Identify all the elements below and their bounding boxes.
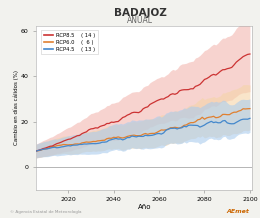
Text: BADAJOZ: BADAJOZ bbox=[114, 8, 167, 18]
Text: © Agencia Estatal de Meteorología: © Agencia Estatal de Meteorología bbox=[10, 209, 82, 214]
X-axis label: Año: Año bbox=[138, 204, 151, 210]
Text: AEmet: AEmet bbox=[227, 209, 250, 214]
Y-axis label: Cambio en días cálidos (%): Cambio en días cálidos (%) bbox=[14, 70, 20, 145]
Legend: RCP8.5    ( 14 ), RCP6.0    (  6 ), RCP4.5    ( 13 ): RCP8.5 ( 14 ), RCP6.0 ( 6 ), RCP4.5 ( 13… bbox=[41, 31, 98, 54]
Text: ANUAL: ANUAL bbox=[127, 16, 153, 25]
